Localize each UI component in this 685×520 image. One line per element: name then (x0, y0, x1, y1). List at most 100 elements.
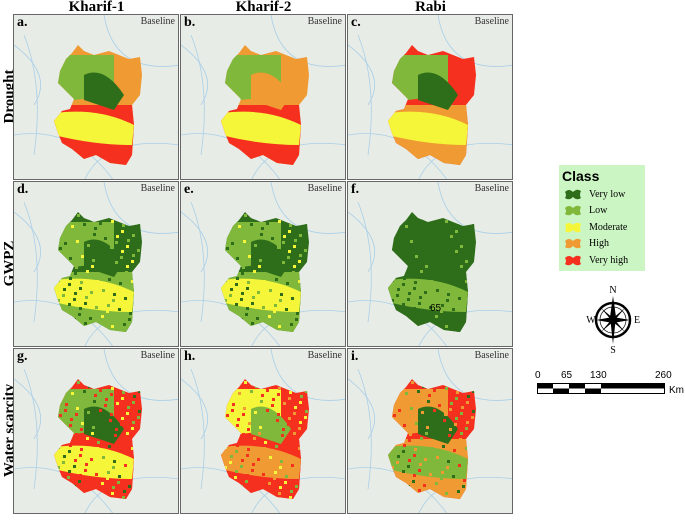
class-pixel (91, 432, 94, 435)
class-pixel (425, 265, 428, 268)
class-pixel (474, 483, 476, 486)
class-pixel (429, 306, 432, 309)
class-pixel (107, 304, 110, 307)
class-pixel (131, 427, 134, 430)
class-pixel (405, 225, 408, 228)
class-pixel (105, 231, 108, 234)
class-pixel (232, 236, 235, 239)
class-pixel (281, 267, 284, 270)
class-pixel (267, 383, 270, 386)
class-pixel (411, 381, 414, 384)
class-pixel (122, 496, 125, 499)
class-pixel (98, 248, 101, 251)
class-pixel (278, 492, 281, 495)
map-image (181, 15, 345, 179)
class-pixel (127, 406, 130, 409)
class-pixel (108, 445, 111, 448)
class-pixel (465, 447, 468, 450)
class-pixel (252, 296, 255, 299)
class-pixel (415, 255, 418, 258)
class-pixel (299, 421, 302, 424)
class-pixel (425, 285, 428, 288)
class-pixel (413, 287, 416, 290)
map-panel-e: e. Baseline (180, 181, 346, 347)
class-pixel (293, 432, 296, 435)
class-pixel (283, 235, 286, 238)
class-pixel (222, 331, 225, 332)
class-pixel (236, 444, 239, 447)
class-pixel (143, 425, 146, 428)
class-pixel (455, 417, 458, 420)
class-pixel (432, 415, 435, 418)
class-pixel (294, 406, 297, 409)
class-pixel (236, 424, 239, 427)
class-pixel (280, 460, 283, 463)
class-pixel (438, 404, 441, 407)
class-pixel (119, 449, 122, 452)
class-pixel (454, 276, 457, 279)
class-pixel (303, 275, 306, 278)
class-pixel (136, 442, 139, 445)
class-pixel (300, 395, 303, 398)
class-pixel (77, 214, 80, 217)
class-pixel (252, 463, 255, 466)
panel-label: e. (184, 182, 194, 197)
class-pixel (392, 440, 395, 443)
class-pixel (231, 242, 234, 245)
class-pixel (133, 395, 136, 398)
class-pixel (295, 213, 298, 216)
class-pixel (62, 461, 65, 464)
class-pixel (265, 415, 268, 418)
class-pixel (229, 461, 232, 464)
panel-label: b. (184, 15, 196, 30)
class-pixel (456, 496, 459, 499)
class-pixel (99, 409, 102, 412)
class-pixel (241, 459, 244, 462)
class-pixel (303, 295, 306, 298)
baseline-tag: Baseline (307, 16, 342, 27)
class-pixel (83, 390, 86, 393)
class-pixel (121, 397, 124, 400)
class-pixel (120, 276, 123, 279)
class-pixel (85, 443, 88, 446)
class-pixel (295, 318, 298, 321)
class-pixel (433, 242, 436, 245)
class-pixel (263, 280, 266, 283)
river (357, 34, 372, 156)
class-pixel (268, 462, 271, 465)
baseline-tag: Baseline (474, 183, 509, 194)
class-pixel (472, 390, 475, 393)
class-pixel (93, 400, 96, 403)
class-pixel (115, 261, 118, 264)
class-pixel (251, 489, 254, 492)
class-pixel (125, 271, 128, 274)
class-pixel (130, 453, 133, 456)
class-pixel (138, 223, 141, 226)
class-pixel (309, 284, 312, 287)
class-pixel (272, 231, 275, 234)
class-pixel (229, 481, 232, 484)
class-pixel (69, 277, 72, 280)
class-pixel (97, 441, 100, 444)
class-pixel (248, 422, 251, 425)
class-pixel (286, 282, 289, 285)
class-pixel (279, 299, 282, 302)
class-pixel (310, 258, 313, 261)
class-pixel (78, 480, 81, 483)
class-pixel (423, 317, 426, 320)
class-pixel (449, 428, 452, 431)
class-pixel (464, 286, 467, 289)
class-pixel (234, 329, 237, 332)
class-pixel (393, 227, 396, 230)
class-pixel (248, 255, 251, 258)
class-pixel (103, 430, 106, 433)
class-pixel (302, 301, 305, 304)
class-pixel (93, 233, 96, 236)
river (270, 349, 345, 401)
class-pixel (238, 392, 241, 395)
map-annotation: 65 (430, 303, 442, 314)
class-pixel (120, 256, 123, 259)
class-pixel (234, 309, 237, 312)
class-pixel (298, 427, 301, 430)
class-pixel (115, 241, 118, 244)
